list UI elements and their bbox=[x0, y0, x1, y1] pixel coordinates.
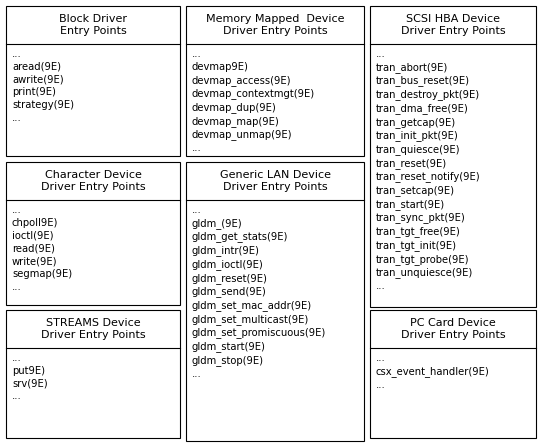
Text: SCSI HBA Device
Driver Entry Points: SCSI HBA Device Driver Entry Points bbox=[401, 14, 505, 36]
Text: ...
aread(9E)
awrite(9E)
print(9E)
strategy(9E)
...: ... aread(9E) awrite(9E) print(9E) strat… bbox=[12, 49, 74, 123]
Bar bbox=[6, 162, 180, 305]
Bar bbox=[370, 6, 536, 307]
Text: STREAMS Device
Driver Entry Points: STREAMS Device Driver Entry Points bbox=[41, 318, 145, 340]
Text: Block Driver
Entry Points: Block Driver Entry Points bbox=[59, 14, 127, 36]
Bar bbox=[186, 162, 364, 441]
Text: ...
devmap9E)
devmap_access(9E)
devmap_contextmgt(9E)
devmap_dup(9E)
devmap_map(: ... devmap9E) devmap_access(9E) devmap_c… bbox=[192, 49, 315, 153]
Text: ...
put9E)
srv(9E)
...: ... put9E) srv(9E) ... bbox=[12, 353, 48, 401]
Bar bbox=[370, 310, 536, 438]
Bar bbox=[6, 310, 180, 438]
Bar bbox=[6, 6, 180, 156]
Text: ...
csx_event_handler(9E)
...: ... csx_event_handler(9E) ... bbox=[376, 353, 490, 389]
Bar bbox=[186, 6, 364, 156]
Text: ...
chpoll9E)
ioctl(9E)
read(9E)
write(9E)
segmap(9E)
...: ... chpoll9E) ioctl(9E) read(9E) write(9… bbox=[12, 205, 72, 292]
Text: Generic LAN Device
Driver Entry Points: Generic LAN Device Driver Entry Points bbox=[220, 170, 331, 192]
Text: ...
gldm_(9E)
gldm_get_stats(9E)
gldm_intr(9E)
gldm_ioctl(9E)
gldm_reset(9E)
gld: ... gldm_(9E) gldm_get_stats(9E) gldm_in… bbox=[192, 205, 326, 379]
Text: Memory Mapped  Device
Driver Entry Points: Memory Mapped Device Driver Entry Points bbox=[206, 14, 344, 36]
Text: Character Device
Driver Entry Points: Character Device Driver Entry Points bbox=[41, 170, 145, 192]
Text: PC Card Device
Driver Entry Points: PC Card Device Driver Entry Points bbox=[401, 318, 505, 340]
Text: ...
tran_abort(9E)
tran_bus_reset(9E)
tran_destroy_pkt(9E)
tran_dma_free(9E)
tra: ... tran_abort(9E) tran_bus_reset(9E) tr… bbox=[376, 49, 481, 291]
